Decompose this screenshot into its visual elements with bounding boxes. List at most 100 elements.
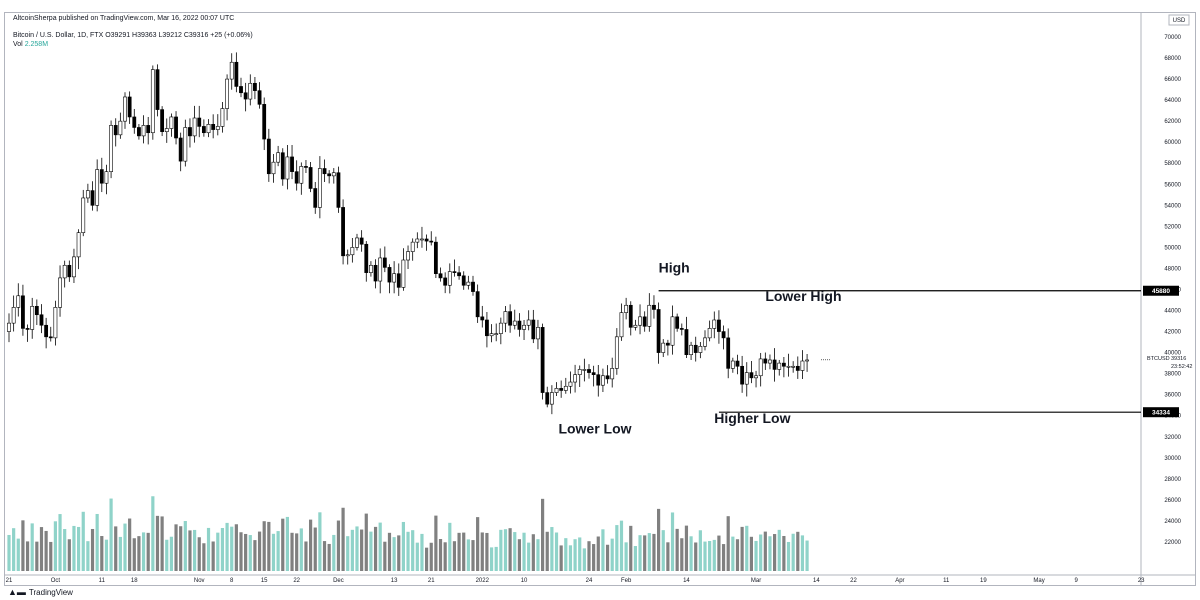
volume-bar — [299, 528, 303, 571]
candle-body — [786, 365, 791, 368]
volume-bar — [21, 520, 25, 571]
volume-bar — [155, 515, 160, 571]
volume-bar — [137, 536, 141, 571]
volume-bar — [499, 529, 503, 571]
volume-bar — [313, 527, 317, 571]
candle-body — [438, 273, 443, 279]
volume-bar — [564, 538, 568, 571]
y-tick-label: 24000 — [1164, 519, 1181, 525]
volume-bar — [434, 515, 438, 571]
candle-body — [109, 125, 113, 172]
candle-body — [772, 359, 777, 370]
candle-body — [424, 238, 429, 242]
volume-bar — [411, 530, 415, 571]
volume-bar — [666, 542, 670, 571]
candle-body — [489, 333, 494, 337]
candle-body — [262, 104, 267, 140]
volume-bar — [448, 522, 452, 571]
volume-bar — [773, 534, 777, 571]
candle-body — [754, 375, 758, 379]
y-tick-label: 70000 — [1164, 35, 1181, 41]
volume-bar — [726, 516, 730, 571]
volume-bar — [332, 534, 336, 571]
candle-body — [689, 344, 693, 356]
volume-bar — [582, 548, 586, 571]
candle-body — [601, 375, 605, 386]
volume-bar — [592, 544, 596, 571]
candle-body — [698, 345, 703, 353]
candle-body — [345, 254, 350, 257]
candle-body — [642, 316, 647, 327]
candle-body — [703, 337, 707, 347]
candle-body — [647, 304, 652, 327]
candle-body — [563, 385, 568, 391]
candle-body — [206, 124, 211, 134]
y-tick-label: 44000 — [1164, 309, 1181, 315]
volume-bar — [619, 520, 624, 571]
candle-body — [457, 272, 461, 277]
candle-body — [758, 358, 763, 377]
volume-bar — [425, 547, 429, 571]
volume-bar — [369, 531, 373, 571]
volume-bar — [698, 530, 702, 571]
candle-body — [160, 109, 165, 132]
x-tick-label: 11 — [943, 578, 950, 584]
volume-bar — [647, 533, 651, 571]
volume-bar — [712, 539, 716, 571]
volume-bar — [39, 527, 44, 571]
candle-body — [30, 306, 35, 330]
candle-body — [382, 257, 387, 268]
candle-body — [234, 61, 239, 87]
candle-body — [369, 264, 373, 273]
volume-bar — [81, 511, 85, 571]
volume-bar — [684, 525, 689, 571]
volume-bar — [276, 531, 280, 571]
price-chart[interactable]: USD2200024000260002800030000320003400036… — [5, 13, 1195, 585]
y-tick-label: 42000 — [1164, 330, 1181, 336]
candle-body — [587, 369, 591, 373]
candle-body — [299, 166, 304, 184]
candle-body — [327, 173, 332, 177]
volume-bar — [253, 540, 257, 571]
candle-body — [693, 344, 698, 353]
volume-bar — [503, 529, 508, 571]
volume-bar — [262, 521, 266, 571]
candle-body — [16, 295, 21, 308]
y-tick-label: 50000 — [1164, 245, 1181, 251]
x-tick-label: Mar — [751, 578, 761, 584]
volume-bar — [193, 529, 197, 571]
candle-body — [239, 86, 243, 94]
x-tick-label: Apr — [895, 578, 904, 584]
volume-bar — [230, 526, 234, 571]
volume-bar — [58, 514, 62, 571]
candle-body — [526, 319, 531, 326]
candle-body — [313, 188, 318, 208]
x-tick-label: Feb — [621, 578, 632, 584]
x-tick-label: 19 — [980, 578, 987, 584]
y-tick-label: 68000 — [1164, 56, 1181, 62]
candle-body — [712, 319, 717, 329]
volume-bar — [179, 526, 183, 571]
candle-body — [805, 359, 809, 362]
candle-body — [178, 137, 183, 162]
candle-body — [188, 127, 192, 137]
x-tick-label: Oct — [51, 578, 61, 584]
candle-body — [53, 307, 58, 339]
volume-bar — [248, 535, 252, 571]
volume-bar — [304, 541, 308, 571]
volume-bar — [610, 538, 614, 571]
candle-body — [90, 190, 95, 206]
volume-bar — [633, 546, 637, 571]
candle-body — [485, 319, 489, 337]
candle-body — [253, 82, 257, 91]
volume-bar — [522, 532, 526, 571]
candle-body — [471, 281, 475, 292]
candle-body — [285, 156, 290, 180]
candle-body — [726, 337, 731, 369]
volume-bar — [295, 533, 299, 571]
volume-bar — [72, 525, 76, 571]
candle-body — [132, 116, 137, 128]
y-tick-label: 58000 — [1164, 161, 1181, 167]
volume-bar — [476, 517, 480, 571]
candle-body — [536, 327, 540, 340]
